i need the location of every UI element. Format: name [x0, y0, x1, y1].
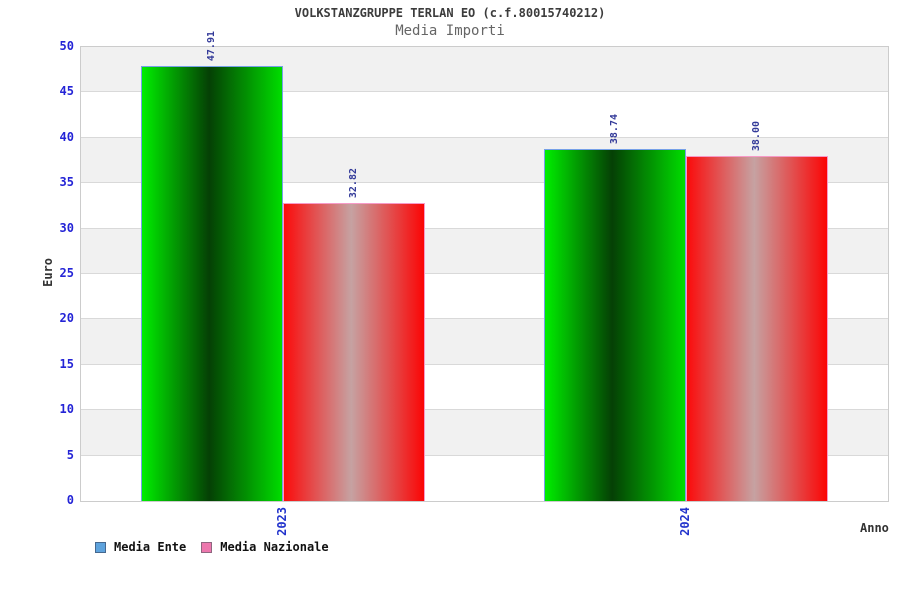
legend-swatch-media-ente [95, 541, 106, 553]
gridline [81, 318, 888, 319]
y-tick-label: 0 [66, 493, 74, 507]
legend-swatch-media-nazionale [201, 541, 213, 553]
gridline [81, 409, 888, 410]
bar-value-label: 32.82 [348, 167, 359, 198]
y-tick-label: 50 [59, 39, 74, 53]
gridline [81, 137, 888, 138]
y-tick-label: 5 [66, 448, 74, 462]
x-axis-label: Anno [860, 521, 889, 535]
gridline [81, 364, 888, 365]
y-tick-label: 30 [59, 221, 74, 235]
y-tick-label: 10 [59, 402, 74, 416]
bar-value-label: 38.74 [609, 113, 620, 144]
bar-media-nazionale-2023 [283, 203, 425, 501]
y-tick-label: 40 [59, 130, 74, 144]
legend-item-media-nazionale: Media Nazionale [201, 540, 329, 554]
chart-subtitle: Media Importi [395, 23, 505, 39]
gridline [81, 91, 888, 92]
y-tick-label: 25 [59, 266, 74, 280]
bar-value-label: 47.91 [206, 30, 217, 61]
bar-media-ente-2023 [141, 66, 283, 501]
legend-label: Media Nazionale [220, 540, 329, 554]
legend: Media Ente Media Nazionale [95, 540, 329, 554]
gridline [81, 273, 888, 274]
gridline [81, 455, 888, 456]
legend-label: Media Ente [114, 540, 187, 554]
y-tick-label: 20 [59, 311, 74, 325]
x-category-label: 2023 [275, 507, 289, 536]
y-tick-label: 45 [59, 84, 74, 98]
y-tick-label: 15 [59, 357, 74, 371]
y-tick-label: 35 [59, 175, 74, 189]
x-category-label: 2024 [678, 507, 692, 536]
bar-media-nazionale-2024 [686, 156, 828, 501]
gridline [81, 228, 888, 229]
plot-area: 47.91 32.82 38.74 38.00 [80, 31, 889, 502]
gridline [81, 182, 888, 183]
legend-item-media-ente: Media Ente [95, 540, 186, 554]
bar-media-ente-2024 [544, 149, 686, 501]
bar-value-label: 38.00 [751, 120, 762, 151]
chart-title: VOLKSTANZGRUPPE TERLAN EO (c.f.800157402… [294, 6, 606, 20]
